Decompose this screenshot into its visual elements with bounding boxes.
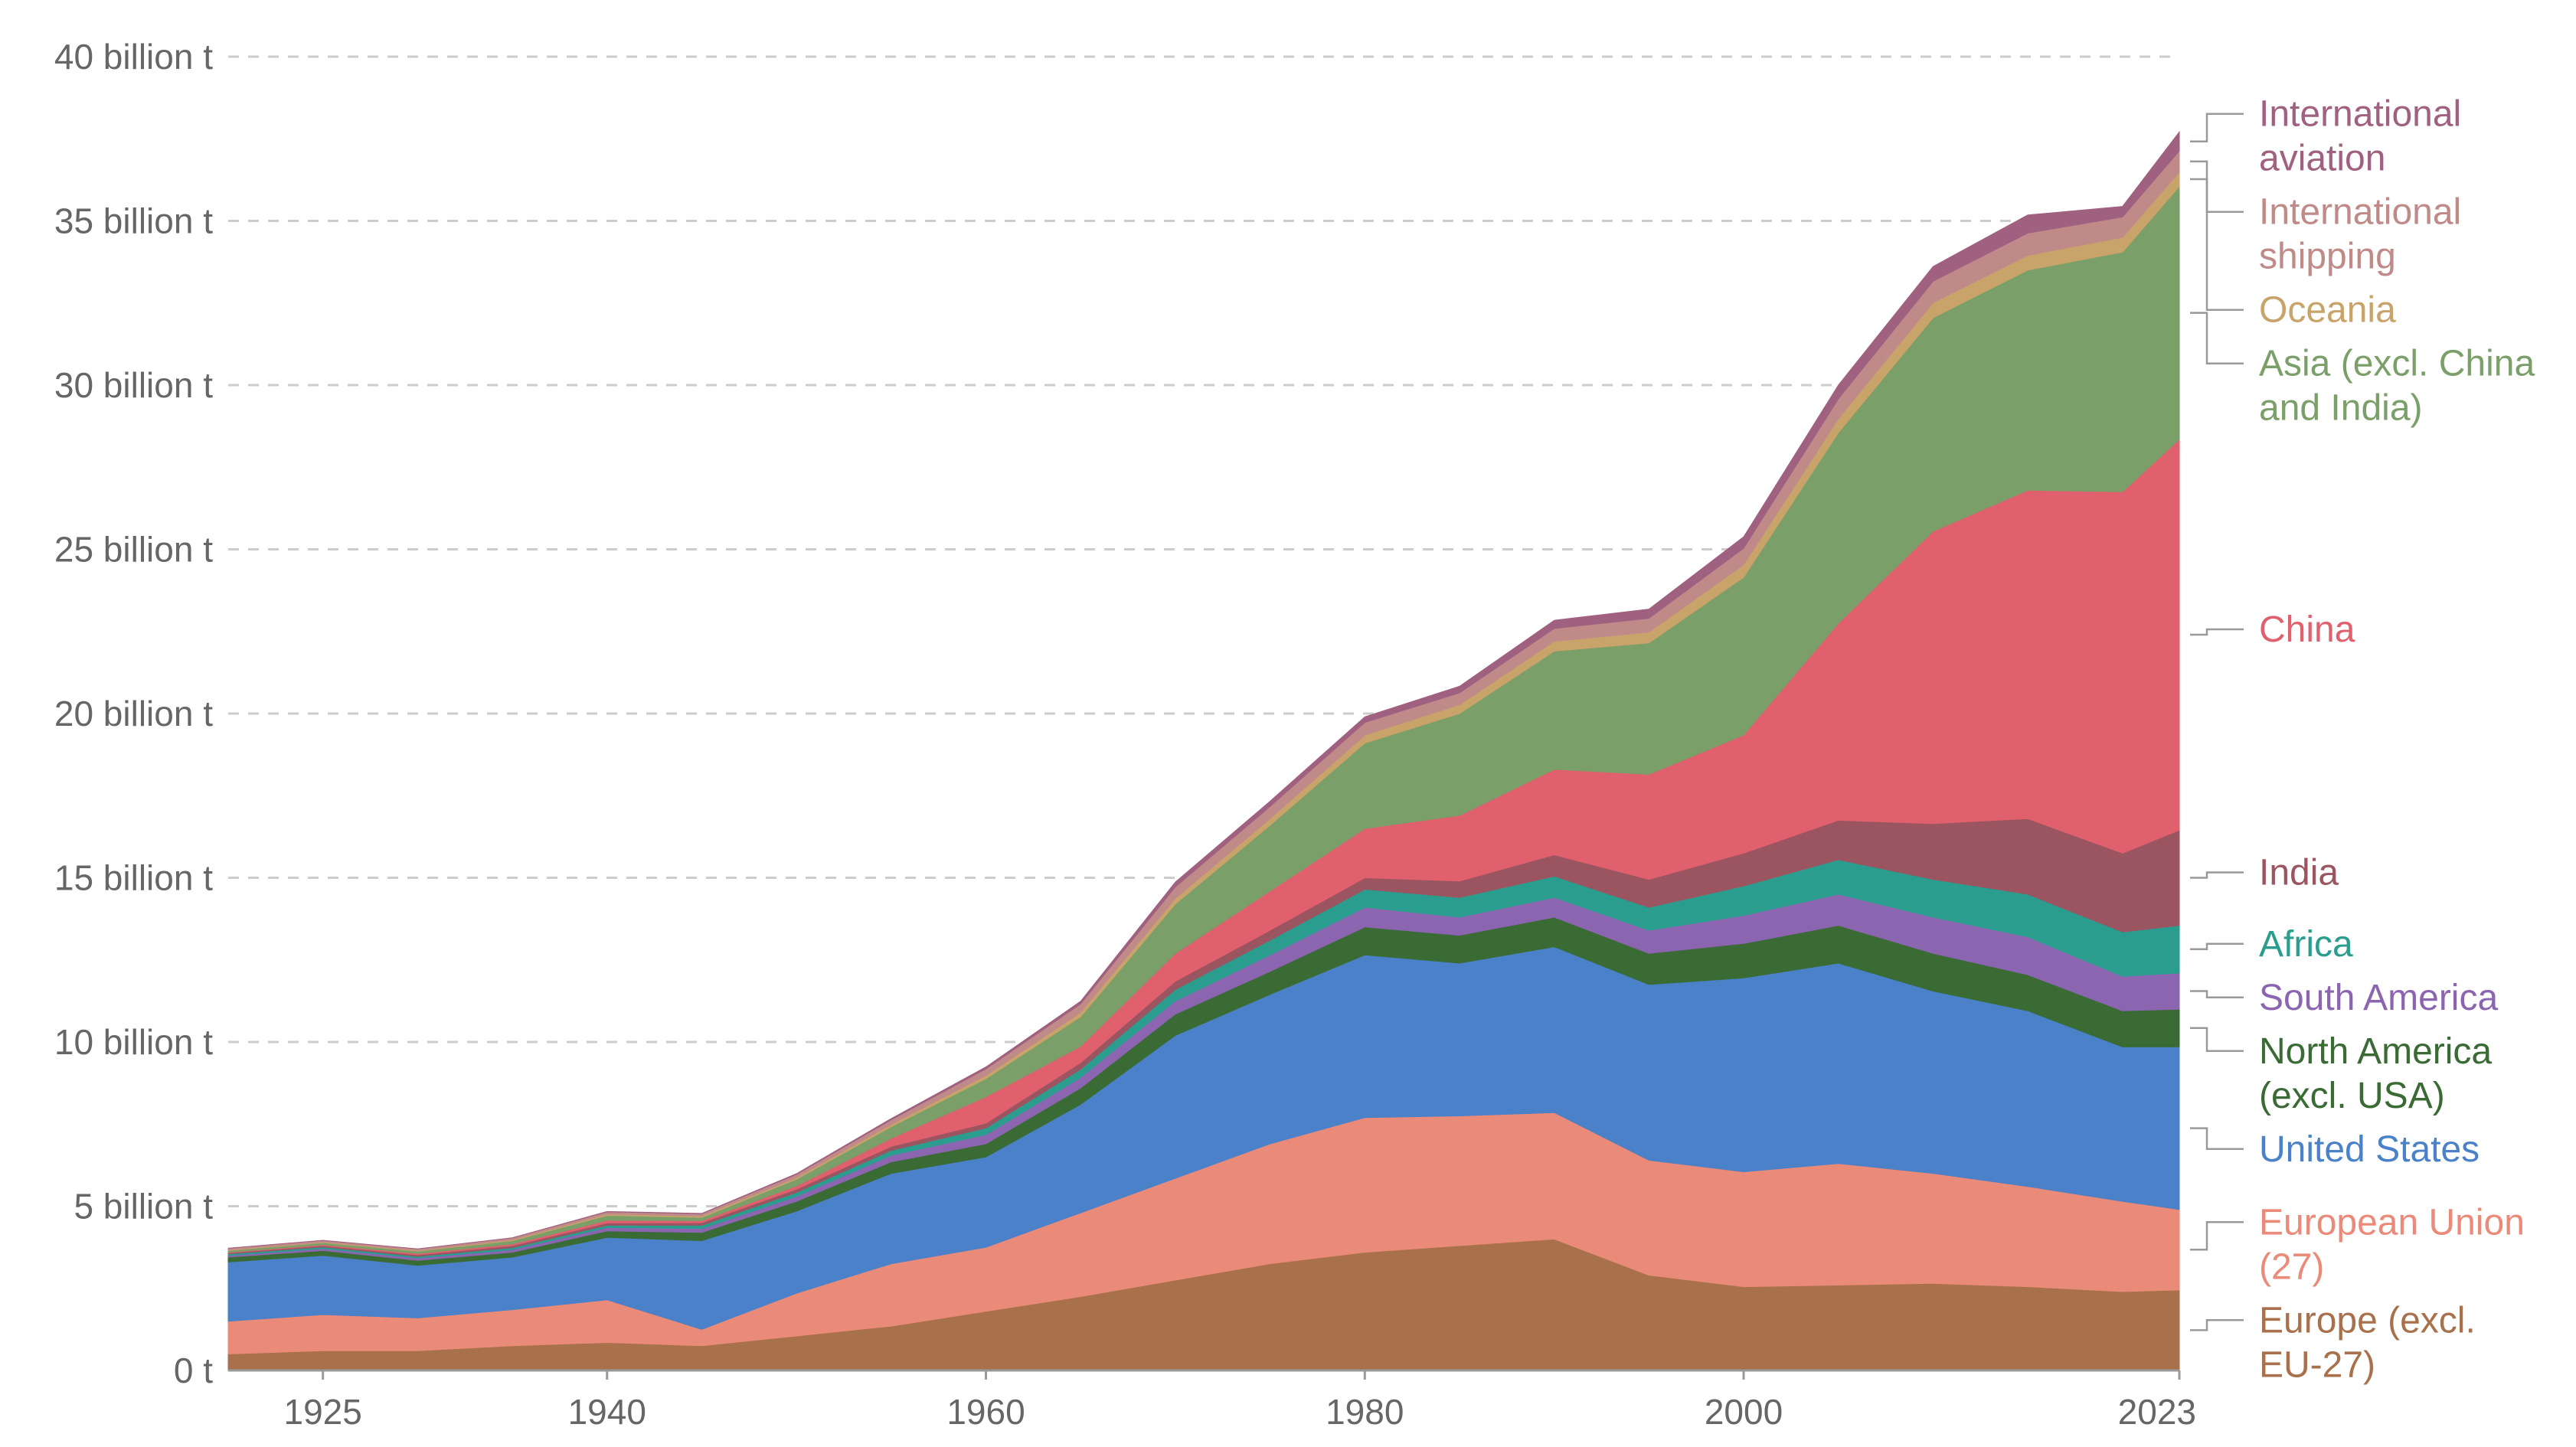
y-tick-label: 25 billion t xyxy=(54,530,213,570)
legend-connector xyxy=(2190,113,2244,142)
legend-item-china: China xyxy=(2190,609,2355,650)
legend-item-united-states: United States xyxy=(2190,1127,2480,1170)
legend-label: Oceania xyxy=(2259,290,2396,331)
y-tick-label: 0 t xyxy=(174,1351,213,1390)
legend-connector xyxy=(2190,1127,2244,1151)
x-tick-label: 2023 xyxy=(2118,1392,2196,1432)
x-tick-label: 1940 xyxy=(568,1392,646,1432)
axes: 0 t 5 billion t 10 billion t 15 billion t 20… xyxy=(54,37,2196,1432)
legend-label: Europe (excl. EU-27) xyxy=(2259,1300,2476,1385)
y-tick-label: 10 billion t xyxy=(54,1022,213,1062)
x-tick-label: 1925 xyxy=(284,1392,362,1432)
x-tick-label: 2000 xyxy=(1705,1392,1783,1432)
y-tick-label: 30 billion t xyxy=(54,365,213,405)
legend-item-south-america: South America xyxy=(2190,978,2498,1018)
x-tick-label: 1960 xyxy=(946,1392,1025,1432)
legend-connector xyxy=(2190,1027,2244,1053)
legend-item-international-aviation: International aviation xyxy=(2190,94,2461,179)
legend-label: Asia (excl. China and India) xyxy=(2259,344,2535,429)
legend-label: United States xyxy=(2259,1129,2480,1170)
y-tick-label: 20 billion t xyxy=(54,694,213,733)
legend-label: European Union (27) xyxy=(2259,1202,2525,1287)
y-tick-label: 40 billion t xyxy=(54,37,213,77)
legend-label: International shipping xyxy=(2259,192,2461,277)
legend: International aviation International shippi… xyxy=(2190,94,2535,1385)
legend-label: South America xyxy=(2259,978,2498,1018)
legend-label: India xyxy=(2259,853,2339,893)
legend-connector xyxy=(2190,1319,2244,1331)
legend-connector xyxy=(2190,942,2244,951)
legend-label: International aviation xyxy=(2259,94,2461,179)
x-tick-label: 1980 xyxy=(1326,1392,1404,1432)
legend-label: China xyxy=(2259,609,2355,650)
stacked-areas xyxy=(227,130,2180,1371)
legend-item-oceania: Oceania xyxy=(2190,178,2396,331)
legend-label: North America (excl. USA) xyxy=(2259,1031,2492,1116)
legend-connector xyxy=(2190,160,2244,213)
legend-item-africa: Africa xyxy=(2190,924,2353,965)
legend-item-north-america-excl-usa: North America (excl. USA) xyxy=(2190,1027,2492,1116)
area-international-aviation xyxy=(227,130,2180,1249)
legend-connector xyxy=(2190,178,2244,311)
legend-connector xyxy=(2190,628,2244,636)
legend-connector xyxy=(2190,871,2244,879)
legend-item-india: India xyxy=(2190,853,2339,893)
legend-item-asia-excl-china-and-india: Asia (excl. China and India) xyxy=(2190,312,2535,429)
legend-connector xyxy=(2190,1221,2244,1251)
legend-connector xyxy=(2190,312,2244,364)
y-tick-label: 5 billion t xyxy=(74,1187,213,1227)
legend-item-european-union-27: European Union (27) xyxy=(2190,1202,2525,1287)
legend-item-europe-excl-eu-27: Europe (excl. EU-27) xyxy=(2190,1300,2476,1385)
legend-label: Africa xyxy=(2259,924,2353,965)
legend-connector xyxy=(2190,990,2244,999)
y-tick-label: 15 billion t xyxy=(54,858,213,898)
y-tick-label: 35 billion t xyxy=(54,201,213,241)
